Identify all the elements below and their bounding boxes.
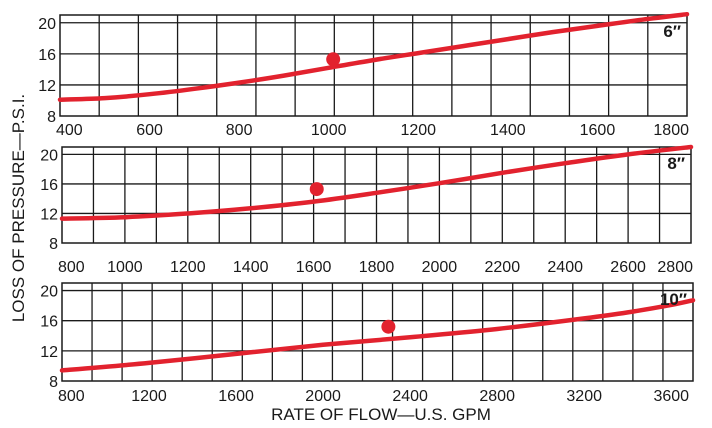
y-tick-label: 20 bbox=[40, 284, 58, 301]
y-tick-label: 12 bbox=[40, 206, 58, 223]
x-tick-label: 800 bbox=[58, 388, 85, 405]
x-tick-label: 1200 bbox=[170, 259, 206, 276]
x-tick-label: 2400 bbox=[392, 388, 428, 405]
x-tick-label: 2000 bbox=[305, 388, 341, 405]
x-tick-label: 1000 bbox=[311, 122, 347, 139]
x-axis-title: RATE OF FLOW—U.S. GPM bbox=[271, 405, 491, 424]
x-tick-label: 1400 bbox=[490, 122, 526, 139]
pipe-size-label: 8″ bbox=[667, 154, 685, 173]
pressure-loss-curve bbox=[59, 298, 696, 373]
x-tick-label: 1200 bbox=[400, 122, 436, 139]
x-tick-label: 1000 bbox=[107, 259, 143, 276]
x-tick-label: 2400 bbox=[547, 259, 583, 276]
x-tick-label: 800 bbox=[58, 259, 85, 276]
x-tick-label: 1600 bbox=[296, 259, 332, 276]
y-tick-label: 8 bbox=[47, 109, 56, 126]
y-tick-label: 20 bbox=[40, 147, 58, 164]
x-tick-label: 1400 bbox=[233, 259, 269, 276]
x-tick-label: 3600 bbox=[653, 388, 689, 405]
x-tick-label: 1200 bbox=[131, 388, 167, 405]
data-point bbox=[326, 52, 341, 67]
x-tick-label: 2800 bbox=[479, 388, 515, 405]
data-point bbox=[309, 182, 324, 197]
x-tick-label: 1600 bbox=[580, 122, 616, 139]
y-tick-label: 8 bbox=[49, 374, 58, 391]
y-tick-label: 16 bbox=[40, 314, 58, 331]
x-tick-label: 2200 bbox=[485, 259, 521, 276]
panel-frame bbox=[59, 14, 688, 117]
y-tick-label: 8 bbox=[49, 236, 58, 253]
x-tick-label: 1600 bbox=[218, 388, 254, 405]
pressure-loss-curve bbox=[59, 144, 694, 221]
pressure-loss-curve bbox=[57, 11, 690, 102]
y-tick-label: 16 bbox=[40, 177, 58, 194]
panel-frame bbox=[61, 282, 694, 382]
y-tick-label: 12 bbox=[40, 344, 58, 361]
data-point bbox=[381, 319, 396, 334]
x-tick-label: 2000 bbox=[422, 259, 458, 276]
pipe-size-label: 10″ bbox=[660, 290, 687, 309]
x-tick-label: 800 bbox=[226, 122, 253, 139]
x-tick-label: 3200 bbox=[566, 388, 602, 405]
x-tick-label: 1800 bbox=[653, 122, 689, 139]
x-tick-label: 600 bbox=[136, 122, 163, 139]
y-tick-label: 16 bbox=[38, 47, 56, 64]
y-tick-label: 12 bbox=[38, 78, 56, 95]
x-tick-label: 2600 bbox=[610, 259, 646, 276]
panel-frame bbox=[61, 146, 692, 244]
y-axis-title: LOSS OF PRESSURE—P.S.I. bbox=[9, 94, 28, 322]
x-tick-label: 400 bbox=[56, 122, 83, 139]
x-tick-label: 2800 bbox=[657, 259, 693, 276]
pipe-size-label: 6″ bbox=[663, 22, 681, 41]
y-tick-label: 20 bbox=[38, 16, 56, 33]
x-tick-label: 1800 bbox=[359, 259, 395, 276]
